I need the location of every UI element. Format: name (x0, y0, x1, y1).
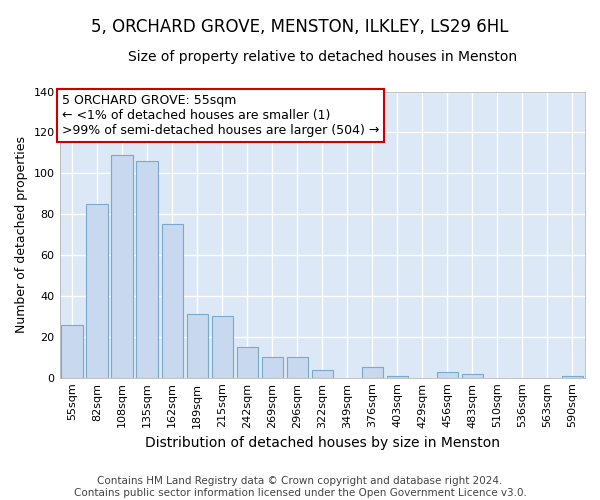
Bar (311, 370, 333, 378)
Bar (136, 161, 158, 378)
Bar (462, 374, 483, 378)
Y-axis label: Number of detached properties: Number of detached properties (15, 136, 28, 333)
Bar (437, 372, 458, 378)
Title: Size of property relative to detached houses in Menston: Size of property relative to detached ho… (128, 50, 517, 64)
Bar (262, 357, 283, 378)
X-axis label: Distribution of detached houses by size in Menston: Distribution of detached houses by size … (145, 436, 500, 450)
Bar (287, 357, 308, 378)
Text: 5, ORCHARD GROVE, MENSTON, ILKLEY, LS29 6HL: 5, ORCHARD GROVE, MENSTON, ILKLEY, LS29 … (91, 18, 509, 36)
Bar (387, 376, 408, 378)
Text: Contains HM Land Registry data © Crown copyright and database right 2024.
Contai: Contains HM Land Registry data © Crown c… (74, 476, 526, 498)
Bar (112, 155, 133, 378)
Bar (187, 314, 208, 378)
Bar (212, 316, 233, 378)
Bar (161, 224, 183, 378)
Text: 5 ORCHARD GROVE: 55sqm
← <1% of detached houses are smaller (1)
>99% of semi-det: 5 ORCHARD GROVE: 55sqm ← <1% of detached… (62, 94, 379, 136)
Bar (562, 376, 583, 378)
Bar (236, 347, 258, 378)
Bar (86, 204, 108, 378)
Bar (61, 324, 83, 378)
Bar (362, 368, 383, 378)
